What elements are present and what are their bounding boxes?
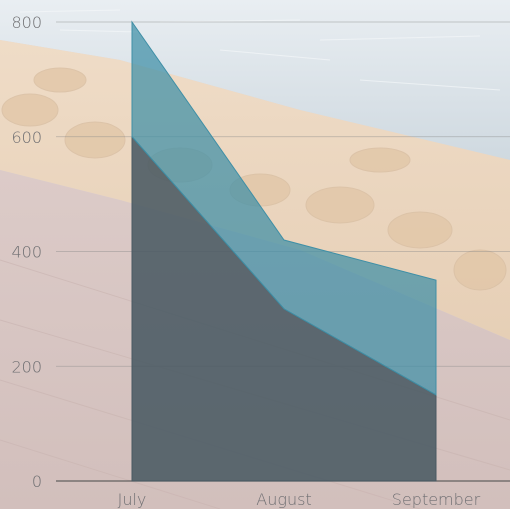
series-areas	[131, 20, 437, 482]
y-tick-label-600: 600	[11, 128, 42, 147]
y-axis-tick-labels: 0 200 400 600 800	[11, 13, 42, 491]
y-tick-label-0: 0	[32, 472, 42, 491]
series-2-area	[131, 20, 437, 396]
y-tick-label-400: 400	[11, 243, 42, 262]
x-axis-tick-labels: July August September	[118, 490, 481, 509]
y-tick-label-800: 800	[11, 13, 42, 32]
x-tick-label-september: September	[392, 490, 481, 509]
x-tick-label-july: July	[118, 490, 147, 509]
y-tick-label-200: 200	[11, 357, 42, 376]
x-tick-label-august: August	[256, 490, 311, 509]
